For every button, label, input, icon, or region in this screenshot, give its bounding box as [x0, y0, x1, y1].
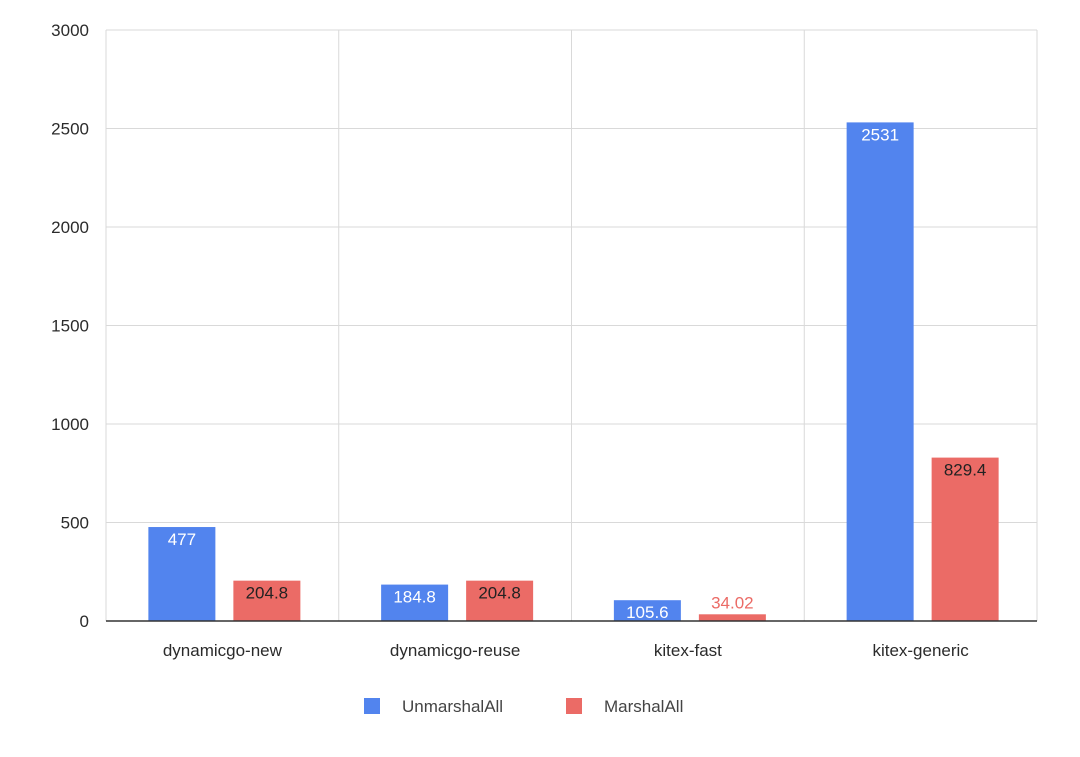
bar-marshalall-dynamicgo-reuse: [466, 580, 534, 621]
data-label: 2531: [861, 125, 899, 144]
grid-layer: [105, 29, 1038, 621]
bar-unmarshalall-kitex-generic: [846, 122, 914, 621]
y-tick-label: 1500: [51, 317, 89, 336]
labels-layer: 477 184.8 105.6 2531 204.8 204.8 34.02 829.4: [168, 125, 987, 622]
x-tick-label: kitex-fast: [654, 641, 722, 660]
y-tick-label: 2000: [51, 218, 89, 237]
bar-unmarshalall-dynamicgo-new: [148, 527, 216, 621]
data-label: 204.8: [246, 584, 289, 603]
y-tick-label: 3000: [51, 21, 89, 40]
bar-marshalall-dynamicgo-new: [233, 580, 301, 621]
x-tick-label: dynamicgo-new: [163, 641, 283, 660]
x-tick-label: kitex-generic: [872, 641, 969, 660]
data-label: 829.4: [944, 461, 987, 480]
legend-swatch-marshalall: [566, 698, 582, 714]
y-tick-label: 0: [80, 612, 89, 631]
bar-unmarshalall-dynamicgo-reuse: [381, 584, 449, 621]
data-label: 105.6: [626, 603, 669, 622]
legend-label-marshalall: MarshalAll: [604, 697, 683, 716]
data-label: 34.02: [711, 593, 754, 612]
bar-marshalall-kitex-fast: [698, 614, 766, 621]
y-tick-label: 500: [61, 514, 89, 533]
bars-layer: [148, 122, 999, 621]
y-tick-label: 1000: [51, 415, 89, 434]
axis-layer: 0 500 1000 1500 2000 2500 3000 dynamicgo-new dyn…: [51, 21, 1037, 660]
bar-unmarshalall-kitex-fast: [613, 600, 681, 621]
data-label: 477: [168, 530, 196, 549]
bar-marshalall-kitex-generic: [931, 457, 999, 621]
data-label: 204.8: [478, 584, 521, 603]
data-label: 184.8: [393, 588, 436, 607]
legend-swatch-unmarshalall: [364, 698, 380, 714]
y-tick-label: 2500: [51, 120, 89, 139]
legend: UnmarshalAll MarshalAll: [364, 697, 683, 716]
x-tick-label: dynamicgo-reuse: [390, 641, 520, 660]
legend-label-unmarshalall: UnmarshalAll: [402, 697, 503, 716]
